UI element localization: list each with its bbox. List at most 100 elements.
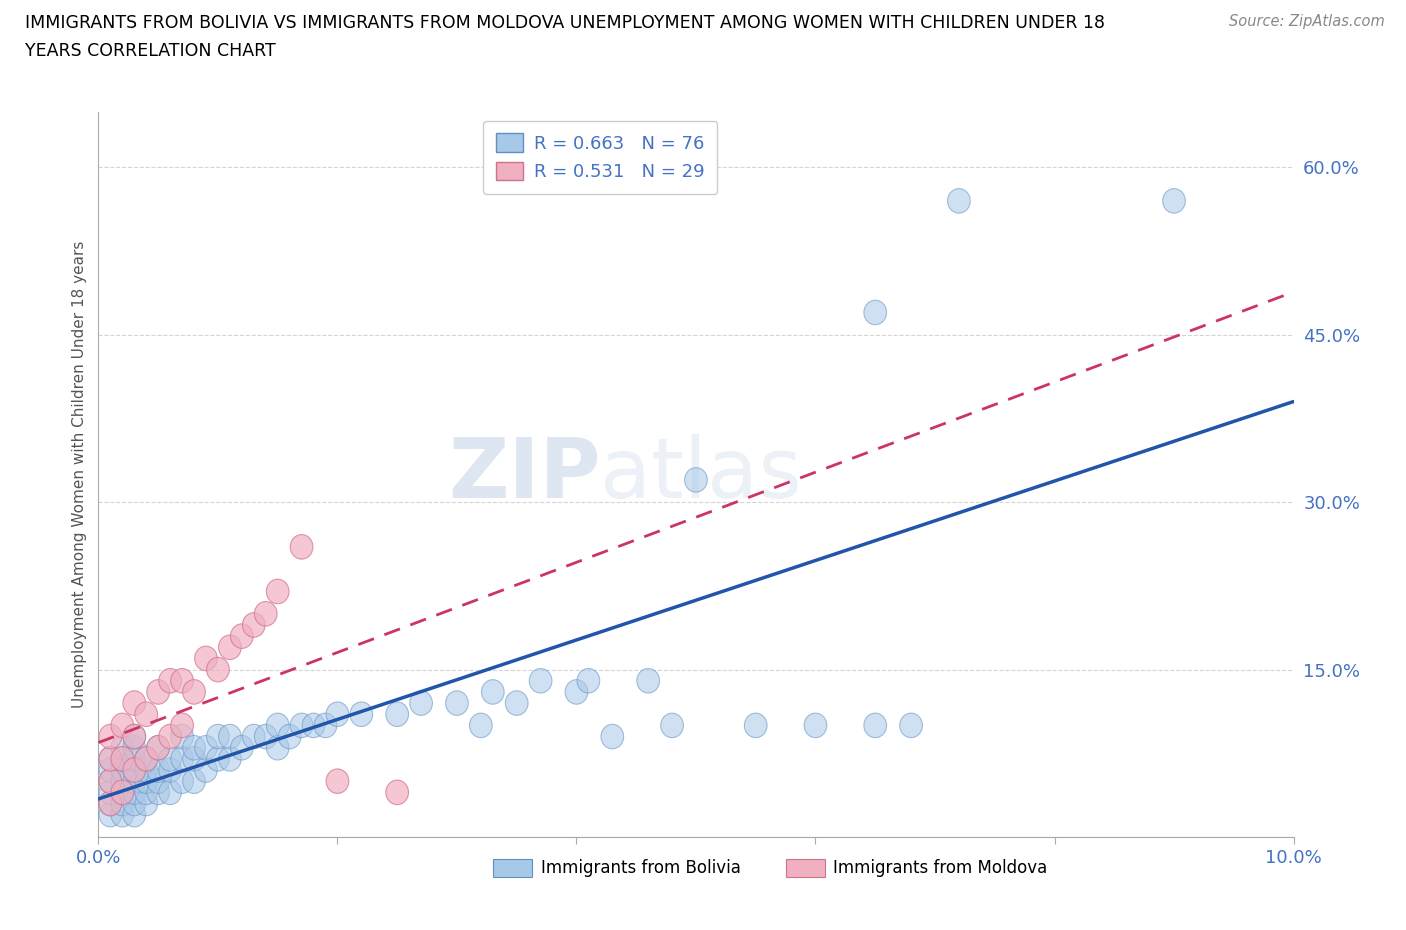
Ellipse shape — [98, 791, 122, 816]
Ellipse shape — [98, 791, 122, 816]
Ellipse shape — [242, 724, 266, 749]
Ellipse shape — [183, 680, 205, 704]
Ellipse shape — [135, 747, 157, 771]
Ellipse shape — [98, 769, 122, 793]
Ellipse shape — [159, 758, 181, 782]
Ellipse shape — [254, 724, 277, 749]
Ellipse shape — [290, 713, 314, 737]
Ellipse shape — [170, 747, 194, 771]
Ellipse shape — [804, 713, 827, 737]
Ellipse shape — [98, 769, 122, 793]
Ellipse shape — [146, 769, 170, 793]
Ellipse shape — [146, 780, 170, 804]
Ellipse shape — [505, 691, 529, 715]
Ellipse shape — [135, 758, 157, 782]
Ellipse shape — [207, 658, 229, 682]
Ellipse shape — [231, 736, 253, 760]
Ellipse shape — [135, 769, 157, 793]
Ellipse shape — [159, 747, 181, 771]
Ellipse shape — [242, 613, 266, 637]
Ellipse shape — [122, 724, 146, 749]
Ellipse shape — [948, 189, 970, 213]
Ellipse shape — [661, 713, 683, 737]
Ellipse shape — [111, 736, 134, 760]
Ellipse shape — [122, 691, 146, 715]
Text: ZIP: ZIP — [449, 433, 600, 515]
Ellipse shape — [122, 736, 146, 760]
Ellipse shape — [194, 646, 218, 671]
Ellipse shape — [122, 780, 146, 804]
Text: Immigrants from Bolivia: Immigrants from Bolivia — [541, 859, 741, 877]
Ellipse shape — [183, 769, 205, 793]
Ellipse shape — [135, 747, 157, 771]
Ellipse shape — [183, 747, 205, 771]
Ellipse shape — [170, 769, 194, 793]
Ellipse shape — [326, 769, 349, 793]
Ellipse shape — [529, 669, 553, 693]
Text: atlas: atlas — [600, 433, 801, 515]
Ellipse shape — [385, 702, 409, 726]
Ellipse shape — [290, 535, 314, 559]
Ellipse shape — [576, 669, 600, 693]
Ellipse shape — [159, 724, 181, 749]
Ellipse shape — [122, 758, 146, 782]
Ellipse shape — [278, 724, 301, 749]
Ellipse shape — [111, 747, 134, 771]
Ellipse shape — [111, 713, 134, 737]
Ellipse shape — [350, 702, 373, 726]
Ellipse shape — [122, 747, 146, 771]
Ellipse shape — [302, 713, 325, 737]
Ellipse shape — [170, 724, 194, 749]
Ellipse shape — [98, 803, 122, 827]
Text: Immigrants from Moldova: Immigrants from Moldova — [834, 859, 1047, 877]
Ellipse shape — [266, 579, 290, 604]
Ellipse shape — [326, 702, 349, 726]
Ellipse shape — [385, 780, 409, 804]
Ellipse shape — [231, 624, 253, 648]
Ellipse shape — [159, 780, 181, 804]
FancyBboxPatch shape — [786, 858, 825, 877]
Ellipse shape — [111, 769, 134, 793]
Ellipse shape — [146, 680, 170, 704]
Ellipse shape — [98, 758, 122, 782]
Ellipse shape — [98, 724, 122, 749]
Ellipse shape — [146, 758, 170, 782]
Ellipse shape — [194, 736, 218, 760]
Ellipse shape — [122, 758, 146, 782]
Ellipse shape — [481, 680, 505, 704]
Ellipse shape — [98, 747, 122, 771]
Ellipse shape — [98, 780, 122, 804]
Ellipse shape — [122, 791, 146, 816]
Ellipse shape — [314, 713, 337, 737]
Ellipse shape — [183, 736, 205, 760]
Ellipse shape — [122, 769, 146, 793]
FancyBboxPatch shape — [494, 858, 533, 877]
Ellipse shape — [111, 791, 134, 816]
Ellipse shape — [446, 691, 468, 715]
Text: Source: ZipAtlas.com: Source: ZipAtlas.com — [1229, 14, 1385, 29]
Ellipse shape — [159, 669, 181, 693]
Ellipse shape — [218, 635, 242, 659]
Ellipse shape — [470, 713, 492, 737]
Ellipse shape — [122, 724, 146, 749]
Ellipse shape — [135, 791, 157, 816]
Ellipse shape — [111, 780, 134, 804]
Ellipse shape — [207, 724, 229, 749]
Ellipse shape — [170, 669, 194, 693]
Ellipse shape — [135, 780, 157, 804]
Text: YEARS CORRELATION CHART: YEARS CORRELATION CHART — [25, 42, 276, 60]
Ellipse shape — [170, 713, 194, 737]
Ellipse shape — [685, 468, 707, 492]
Ellipse shape — [98, 747, 122, 771]
Ellipse shape — [194, 758, 218, 782]
Ellipse shape — [863, 300, 887, 325]
Ellipse shape — [409, 691, 433, 715]
Ellipse shape — [266, 713, 290, 737]
Ellipse shape — [1163, 189, 1185, 213]
Ellipse shape — [111, 803, 134, 827]
Ellipse shape — [863, 713, 887, 737]
Ellipse shape — [565, 680, 588, 704]
Y-axis label: Unemployment Among Women with Children Under 18 years: Unemployment Among Women with Children U… — [72, 241, 87, 708]
Ellipse shape — [254, 602, 277, 626]
Ellipse shape — [111, 780, 134, 804]
